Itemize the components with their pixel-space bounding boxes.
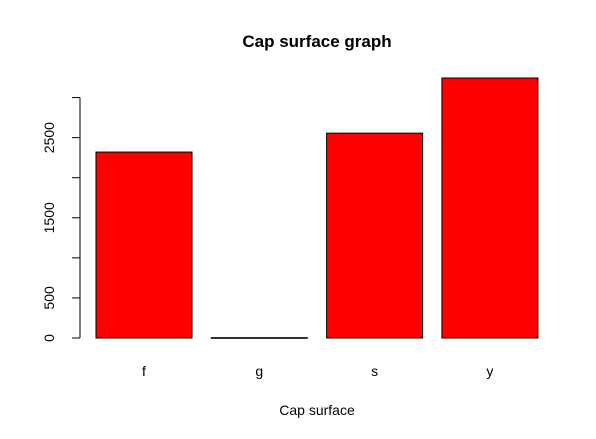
y-tick-label: 1500 xyxy=(41,202,57,233)
x-axis-label: Cap surface xyxy=(279,402,355,418)
chart-title: Cap surface graph xyxy=(242,32,391,51)
x-tick-label: f xyxy=(142,363,146,379)
bar-g xyxy=(210,337,308,339)
bars xyxy=(95,77,539,339)
bar-s xyxy=(326,132,424,339)
y-tick-label: 0 xyxy=(41,334,57,342)
y-axis: 0 500 1500 2500 xyxy=(41,97,81,342)
y-tick-label: 2500 xyxy=(41,122,57,153)
x-tick-label: y xyxy=(486,363,493,379)
y-tick-label: 500 xyxy=(41,286,57,310)
bar-y xyxy=(441,77,539,339)
x-tick-label: g xyxy=(255,363,263,379)
bar-f xyxy=(95,151,193,339)
x-tick-label: s xyxy=(371,363,378,379)
